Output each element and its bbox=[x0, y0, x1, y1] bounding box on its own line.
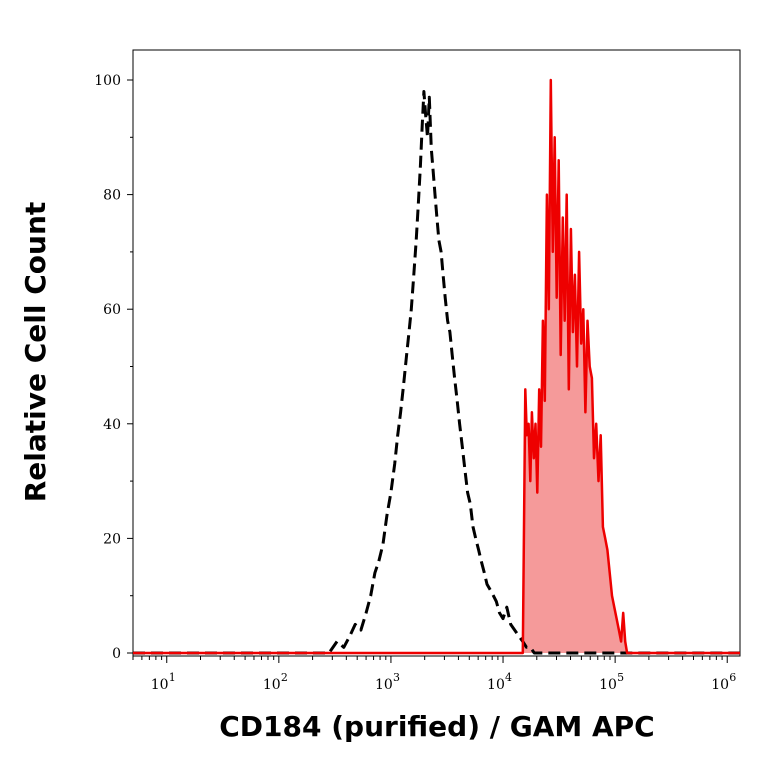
y-tick-label: 0 bbox=[112, 646, 121, 662]
x-axis-ticks: 10 1 10 2 10 3 10 4 10 5 10 6 bbox=[132, 656, 736, 693]
x-tick-label: 10 bbox=[263, 677, 281, 693]
y-tick-label: 100 bbox=[94, 73, 121, 89]
y-tick-label: 40 bbox=[103, 417, 121, 433]
series-0-line bbox=[133, 90, 740, 655]
series-1-fill bbox=[133, 80, 740, 653]
x-tick-label: 10 bbox=[375, 677, 393, 693]
x-tick-exponent: 1 bbox=[169, 671, 176, 684]
y-axis-title: Relative Cell Count bbox=[19, 202, 52, 503]
series-1-line bbox=[133, 78, 740, 655]
x-tick-exponent: 3 bbox=[393, 671, 400, 684]
x-tick-exponent: 6 bbox=[729, 671, 736, 684]
y-axis-ticks: 0 20 40 60 80 100 bbox=[94, 73, 133, 662]
x-tick-label: 10 bbox=[599, 677, 617, 693]
x-tick-label: 10 bbox=[711, 677, 729, 693]
x-tick-exponent: 5 bbox=[617, 671, 624, 684]
x-tick-label: 10 bbox=[151, 677, 169, 693]
x-tick-exponent: 2 bbox=[281, 671, 288, 684]
filled-series-layer bbox=[133, 80, 740, 653]
y-tick-label: 60 bbox=[103, 302, 121, 318]
x-axis-title: CD184 (purified) / GAM APC bbox=[219, 710, 654, 743]
plot-frame bbox=[132, 49, 741, 657]
x-tick-label: 10 bbox=[487, 677, 505, 693]
y-tick-label: 80 bbox=[103, 188, 121, 204]
x-tick-exponent: 4 bbox=[505, 671, 512, 684]
y-tick-label: 20 bbox=[103, 531, 121, 547]
line-series-layer bbox=[133, 78, 740, 655]
